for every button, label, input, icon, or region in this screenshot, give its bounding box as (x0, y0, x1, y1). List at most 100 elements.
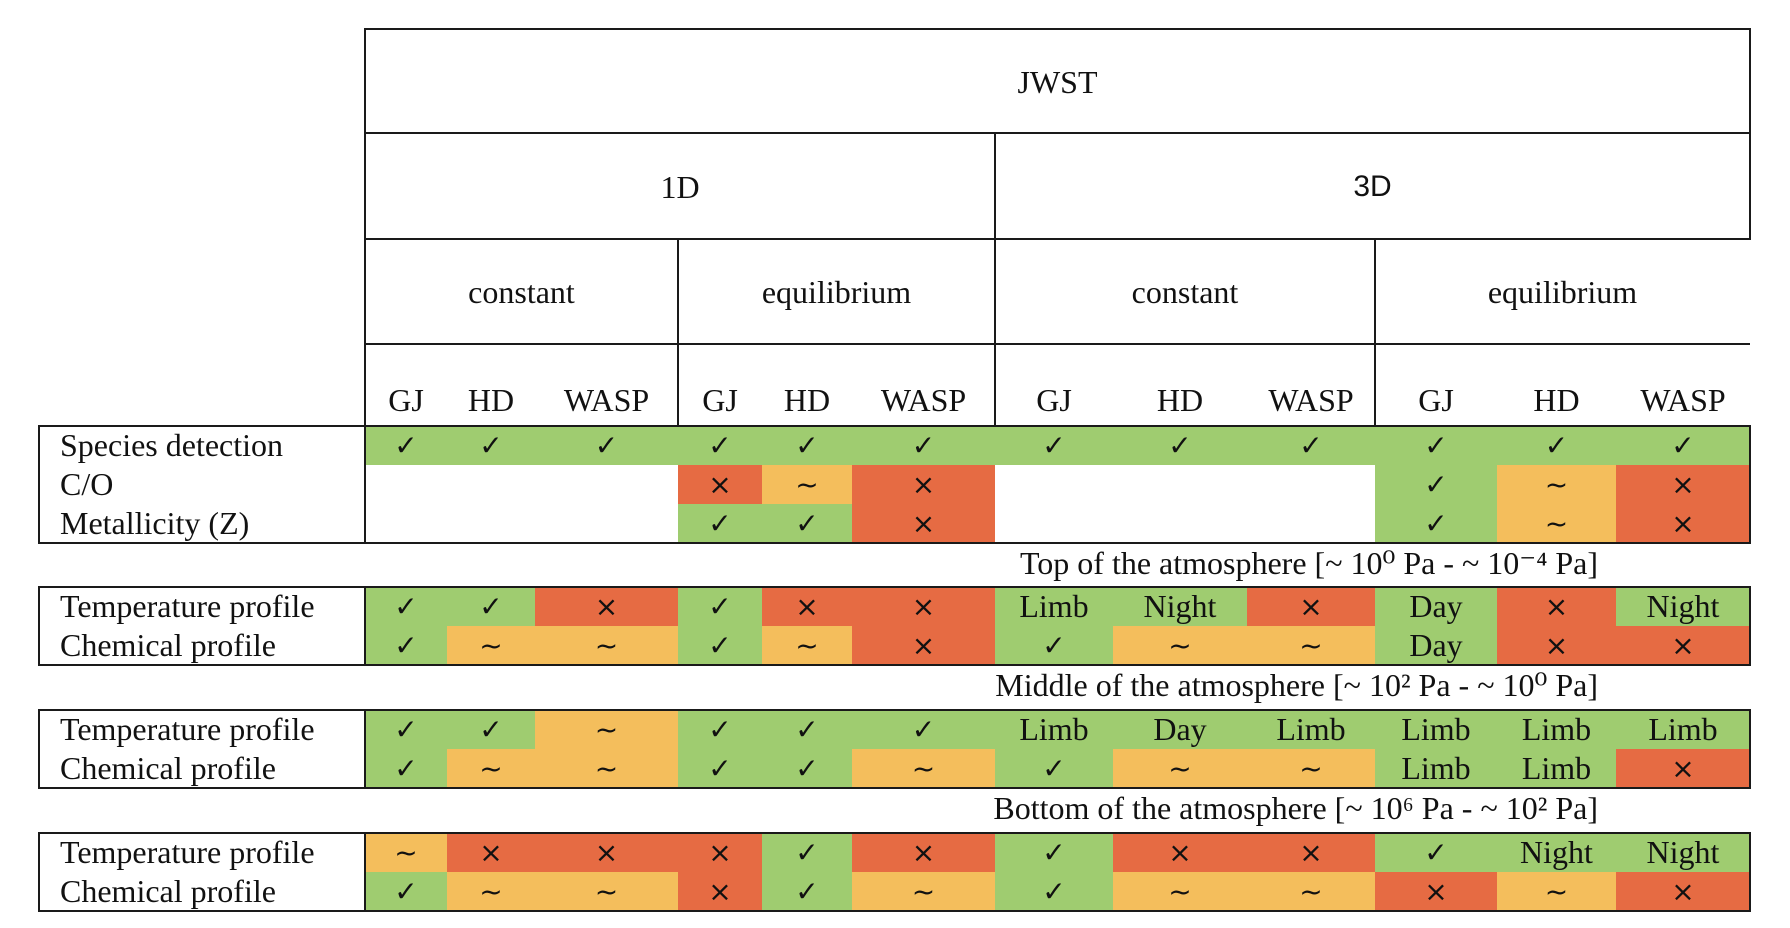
status-cell-partial: ~ (1247, 749, 1375, 788)
status-cell-yes: ✓ (762, 710, 852, 749)
status-cell-yes: ✓ (852, 710, 995, 749)
status-cell-none (1247, 465, 1375, 504)
status-cell-yes: ✓ (995, 749, 1113, 788)
header-planet-hd: HD (1533, 381, 1580, 418)
section-title: Bottom of the atmosphere [~ 10⁶ Pa - ~ 1… (993, 789, 1598, 826)
status-cell-partial: ~ (447, 872, 535, 911)
row-label: Species detection (60, 427, 284, 463)
block-left-border (38, 832, 40, 911)
block-label-divider (364, 709, 366, 788)
header-chem-1d-equilibrium: equilibrium (761, 273, 912, 310)
status-cell-partial: ~ (535, 872, 678, 911)
status-cell-yes: ✓ (678, 504, 762, 543)
header-title: JWST (1017, 63, 1098, 100)
status-cell-yes: ✓ (995, 426, 1113, 465)
status-cell-yes: ✓ (995, 833, 1113, 872)
status-cell-no: × (678, 872, 762, 911)
block-top-border (38, 425, 1751, 427)
status-cell-yes: ✓ (447, 587, 535, 626)
header-planet-wasp: WASP (1268, 381, 1354, 418)
status-cell-yes: ✓ (1616, 426, 1750, 465)
header-planet-wasp: WASP (563, 381, 650, 418)
header-row3-border (365, 343, 1750, 345)
header-dim-3d: 3D (1353, 170, 1392, 203)
block-top-border (38, 832, 1751, 834)
status-cell-yes: ✓ (678, 626, 762, 665)
status-cell-yes: ✓ (762, 504, 852, 543)
header-chem-1d-constant: constant (468, 273, 575, 310)
status-cell-partial: ~ (1113, 749, 1247, 788)
status-cell-partial: ~ (1497, 465, 1616, 504)
block-label-divider (364, 586, 366, 665)
status-cell-yes: ✓ (1497, 426, 1616, 465)
status-cell-no: × (852, 587, 995, 626)
status-cell-yes: ✓ (1247, 426, 1375, 465)
block-top-border (38, 586, 1751, 588)
row-label: Temperature profile (60, 588, 315, 624)
status-cell-yes: ✓ (678, 710, 762, 749)
status-cell-yes: ✓ (365, 426, 447, 465)
header-chem-3d-constant: constant (1131, 273, 1239, 310)
row-label: Chemical profile (60, 750, 276, 786)
status-cell-yes: Limb (1497, 749, 1616, 788)
section-title: Top of the atmosphere [~ 10⁰ Pa - ~ 10⁻⁴… (1019, 545, 1598, 581)
status-cell-no: × (852, 504, 995, 543)
header-dim-1d: 1D (660, 168, 700, 205)
status-cell-yes: ✓ (762, 749, 852, 788)
header-planet-wasp: WASP (1640, 381, 1726, 418)
status-cell-yes: ✓ (365, 872, 447, 911)
status-cell-no: × (1616, 626, 1750, 665)
block-label-divider (364, 425, 366, 543)
header-planet-gj: GJ (702, 381, 738, 418)
status-cell-none (447, 504, 535, 543)
row-label: C/O (60, 466, 114, 502)
status-cell-partial: ~ (762, 626, 852, 665)
status-cell-yes: ✓ (365, 587, 447, 626)
block-left-border (38, 709, 40, 788)
status-cell-yes: ✓ (365, 626, 447, 665)
status-cell-no: × (678, 833, 762, 872)
status-cell-yes: Night (1616, 833, 1750, 872)
header-row1-border (365, 132, 1750, 134)
header-chem-divider-3d (1374, 238, 1376, 426)
status-cell-no: × (1113, 833, 1247, 872)
status-cell-yes: Day (1113, 710, 1247, 749)
status-cell-partial: ~ (447, 749, 535, 788)
header-right-border-top (1749, 28, 1751, 240)
status-cell-partial: ~ (535, 626, 678, 665)
status-cell-partial: ~ (535, 710, 678, 749)
status-cell-partial: ~ (365, 833, 447, 872)
status-cell-yes: Day (1375, 587, 1497, 626)
status-cell-yes: Night (1497, 833, 1616, 872)
status-cell-yes: ✓ (1375, 465, 1497, 504)
status-cell-no: × (678, 465, 762, 504)
status-cell-no: × (1375, 872, 1497, 911)
header-planet-gj: GJ (1418, 381, 1454, 418)
status-cell-no: × (1247, 587, 1375, 626)
status-cell-none (1113, 465, 1247, 504)
row-label: Temperature profile (60, 711, 315, 747)
status-cell-partial: ~ (535, 749, 678, 788)
status-cell-yes: Limb (995, 587, 1113, 626)
status-cell-yes: Limb (1375, 710, 1497, 749)
status-cell-yes: ✓ (1375, 426, 1497, 465)
status-cell-yes: ✓ (762, 872, 852, 911)
header-row2-border (365, 238, 1750, 240)
status-cell-no: × (762, 587, 852, 626)
header-planet-gj: GJ (1036, 381, 1072, 418)
header-planet-wasp: WASP (880, 381, 967, 418)
block-right-border (1749, 709, 1751, 788)
status-cell-partial: ~ (1497, 872, 1616, 911)
block-bottom-border (38, 787, 1751, 789)
status-cell-yes: ✓ (678, 749, 762, 788)
block-bottom-border (38, 664, 1751, 666)
section-title: Middle of the atmosphere [~ 10² Pa - ~ 1… (995, 667, 1598, 703)
status-cell-yes: ✓ (447, 710, 535, 749)
block-bottom-border (38, 542, 1751, 544)
status-cell-no: × (1616, 872, 1750, 911)
status-cell-yes: ✓ (365, 749, 447, 788)
status-cell-yes: Limb (1497, 710, 1616, 749)
status-cell-partial: ~ (1247, 872, 1375, 911)
status-cell-partial: ~ (1497, 504, 1616, 543)
